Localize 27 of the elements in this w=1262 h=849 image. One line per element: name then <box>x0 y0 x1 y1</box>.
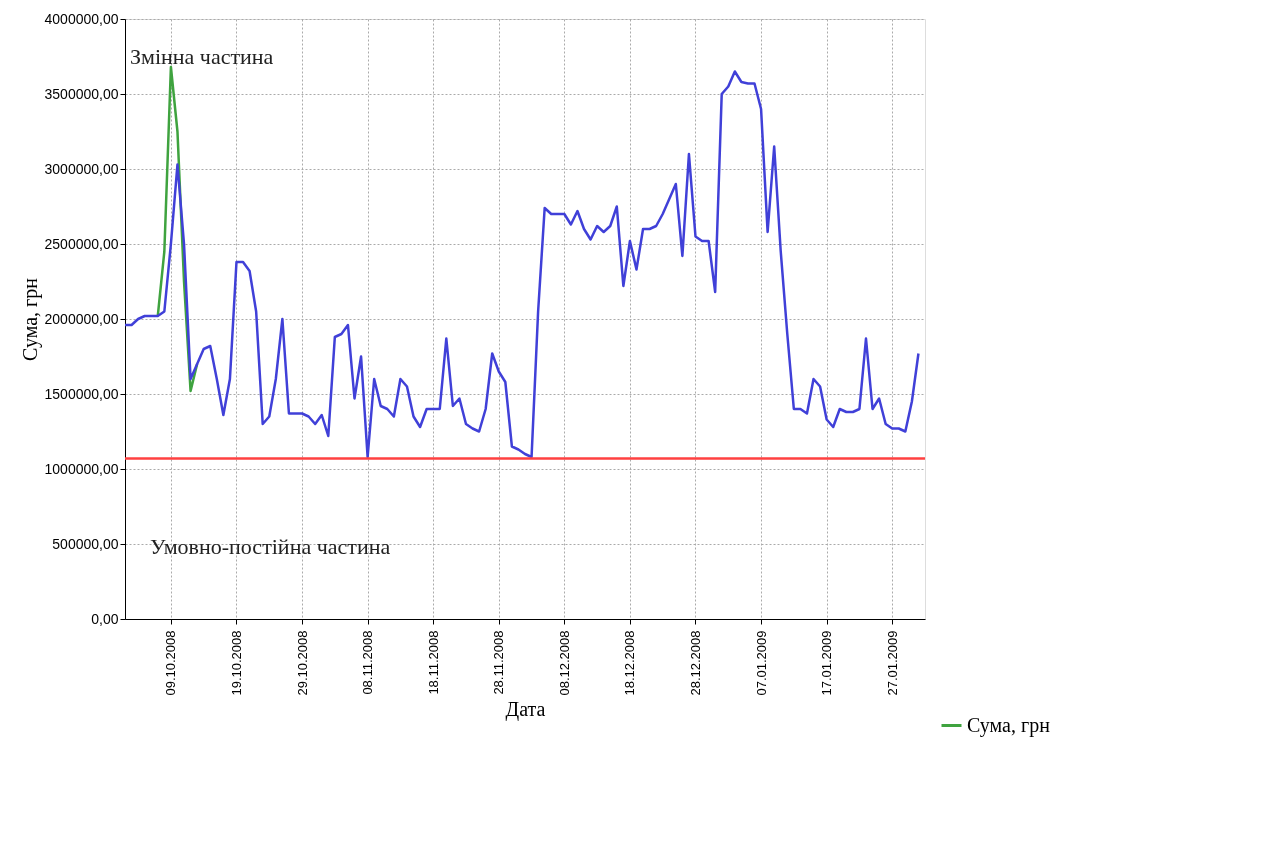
x-tick-label: 29.10.2008 <box>294 630 310 696</box>
x-tick-label: 09.10.2008 <box>163 630 179 696</box>
x-tick-label: 28.12.2008 <box>687 630 703 696</box>
y-tick-label: 2000000,00 <box>44 310 119 327</box>
y-tick-label: 500000,00 <box>52 535 119 552</box>
line-series <box>123 70 920 459</box>
legend-label: Сума, грн <box>967 713 1051 737</box>
y-tick-label: 1000000,00 <box>44 460 119 477</box>
x-tick-label: 08.11.2008 <box>360 630 376 695</box>
y-axis-title: Сума, грн <box>18 277 42 361</box>
x-axis-title: Дата <box>505 697 546 721</box>
y-tick-label: 3000000,00 <box>44 160 119 177</box>
y-tick-label: 2500000,00 <box>44 235 119 252</box>
y-tick-label: 3500000,00 <box>44 85 119 102</box>
x-tick-label: 19.10.2008 <box>228 630 244 696</box>
y-tick-label: 0,00 <box>91 610 119 627</box>
x-tick-label: 17.01.2009 <box>819 630 835 696</box>
x-tick-label: 07.01.2009 <box>753 630 769 696</box>
x-tick-label: 08.12.2008 <box>556 630 572 696</box>
x-tick-label: 18.11.2008 <box>425 630 441 695</box>
x-tick-label: 28.11.2008 <box>491 630 507 695</box>
y-tick-label: 1500000,00 <box>44 385 119 402</box>
annotation: Змінна частина <box>130 44 274 69</box>
y-tick-label: 4000000,00 <box>44 10 119 27</box>
x-tick-label: 27.01.2009 <box>884 630 900 696</box>
x-tick-label: 18.12.2008 <box>622 630 638 696</box>
annotation: Умовно-постійна частина <box>150 534 391 559</box>
